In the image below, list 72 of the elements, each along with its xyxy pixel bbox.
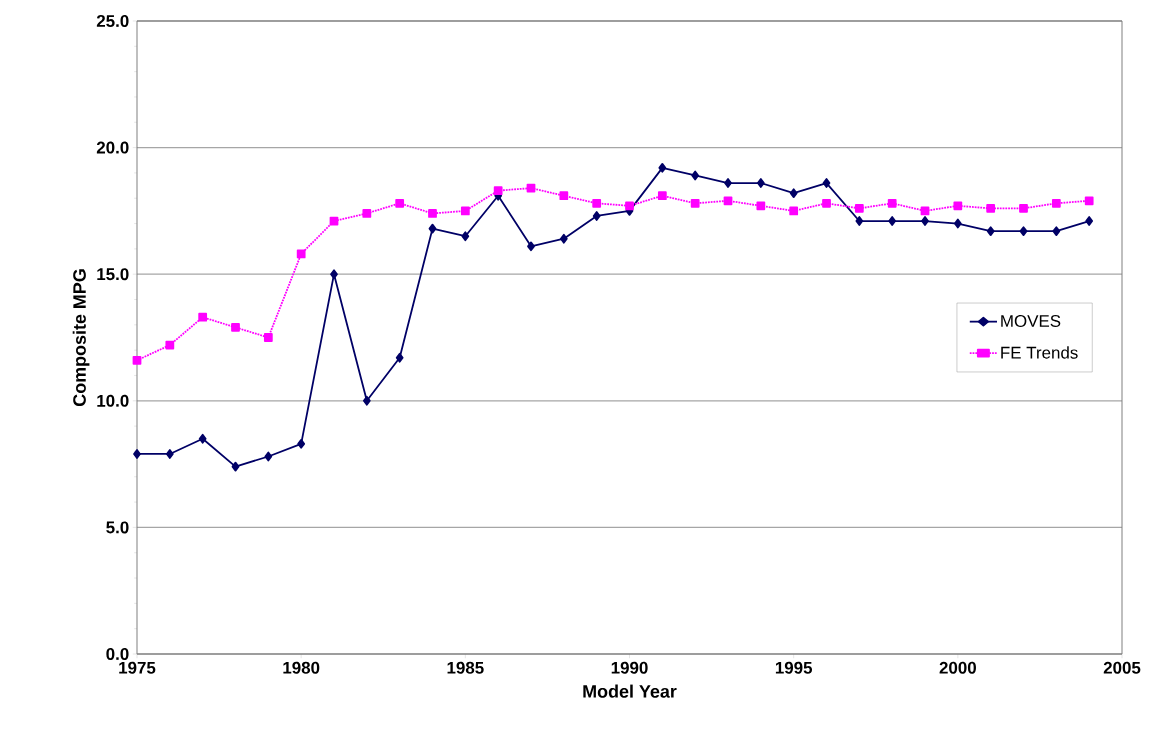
x-tick-label: 1985: [447, 661, 484, 674]
point: [592, 198, 602, 208]
point: [1085, 216, 1094, 226]
legend-label: MOVES: [1001, 314, 1061, 327]
point: [362, 209, 372, 218]
x-tick-label: 2000: [939, 661, 976, 674]
point: [691, 170, 700, 181]
point: [165, 449, 174, 459]
point: [986, 203, 996, 213]
point: [888, 216, 897, 226]
point: [822, 178, 831, 188]
point: [855, 216, 864, 226]
x-tick-label: 1990: [611, 661, 648, 674]
x-tick-label: 1975: [119, 661, 156, 674]
point: [165, 340, 175, 350]
point: [133, 449, 141, 459]
point: [854, 203, 864, 213]
point: [198, 312, 208, 322]
point: [395, 352, 404, 363]
point: [395, 198, 405, 208]
point: [428, 223, 437, 234]
point: [1019, 203, 1028, 213]
point: [1019, 226, 1028, 237]
point: [263, 333, 273, 342]
y-axis-title: Composite MPG: [72, 269, 90, 407]
y-tick-label: 15.0: [97, 268, 129, 281]
point: [1051, 198, 1061, 208]
point: [657, 191, 667, 201]
point: [559, 233, 568, 244]
y-tick-label: 0.0: [106, 648, 129, 660]
point: [921, 216, 929, 226]
point: [887, 198, 897, 208]
point: [296, 249, 306, 259]
point: [428, 209, 437, 218]
point: [756, 201, 766, 211]
x-tick-label: 1995: [775, 661, 813, 674]
point: [297, 438, 306, 449]
point: [362, 395, 371, 406]
point: [231, 322, 240, 332]
point: [724, 178, 732, 188]
point: [789, 206, 799, 216]
point: [625, 201, 634, 211]
point: [527, 241, 535, 252]
point: [690, 198, 700, 208]
point: [822, 198, 831, 208]
point: [231, 461, 240, 472]
point: [953, 201, 963, 211]
x-axis-title: Model Year: [583, 684, 677, 698]
point: [789, 188, 798, 199]
x-tick-label: 1980: [283, 661, 320, 674]
point: [264, 451, 273, 462]
point: [723, 196, 733, 206]
point: [658, 162, 667, 173]
point: [1052, 226, 1061, 237]
point: [461, 231, 470, 242]
point: [986, 226, 995, 237]
point: [953, 218, 962, 229]
point: [756, 178, 765, 188]
point: [460, 206, 470, 216]
point: [198, 433, 207, 444]
point: [132, 355, 142, 365]
legend-label: FE Trends: [1001, 346, 1078, 359]
point: [559, 191, 569, 201]
y-tick-label: 5.0: [106, 521, 129, 534]
y-tick-label: 20.0: [96, 141, 129, 154]
y-tick-label: 25.0: [96, 14, 129, 27]
point: [493, 186, 503, 196]
point: [330, 269, 338, 280]
y-tick-label: 10.0: [97, 394, 129, 407]
point: [592, 211, 601, 221]
point: [1084, 196, 1094, 206]
x-tick-label: 2005: [1103, 661, 1141, 674]
